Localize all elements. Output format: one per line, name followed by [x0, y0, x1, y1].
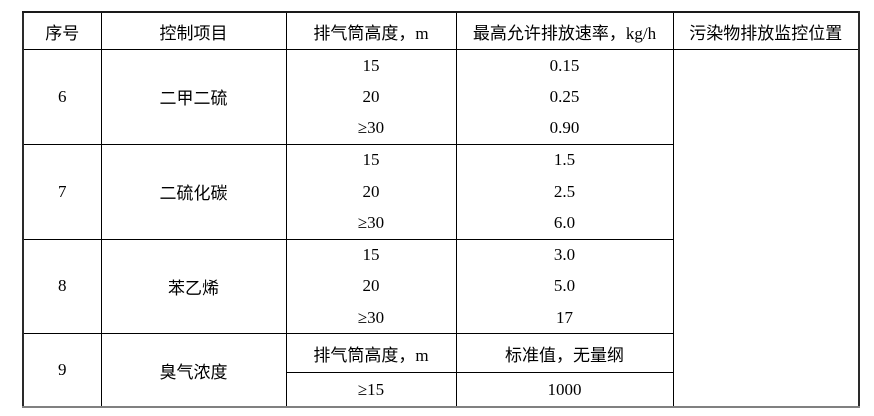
cell-item-6: 二甲二硫: [100, 49, 287, 145]
table-row: ≥30 17: [23, 302, 859, 334]
cell-rate: 1000: [455, 372, 674, 407]
cell-height: ≥15: [285, 372, 457, 407]
cell-serial-8: 8: [22, 238, 102, 334]
cell-height: 15: [285, 143, 457, 176]
cell-serial-7: 7: [22, 143, 102, 240]
cell-height: 20: [285, 270, 457, 303]
cell-rate: 5.0: [455, 270, 674, 303]
header-row: 序号 控制项目 排气筒高度，m 最高允许排放速率，kg/h 污染物排放监控位置: [22, 12, 860, 50]
cell-rate: 3.0: [455, 238, 674, 271]
header-serial-number: 序号: [22, 12, 102, 50]
table-row: 20 2.5: [23, 175, 859, 208]
cell-height: ≥30: [285, 207, 457, 240]
cell-height: ≥30: [285, 112, 457, 145]
cell-rate: 2.5: [455, 175, 674, 208]
header-stack-height: 排气筒高度，m: [285, 12, 457, 50]
cell-rate: 6.0: [455, 207, 674, 240]
cell-serial-9: 9: [22, 333, 102, 407]
cell-monitoring-position: [672, 48, 860, 407]
table-row: 20 0.25: [23, 81, 859, 113]
cell-height: 15: [285, 238, 457, 271]
cell-rate: 17: [455, 302, 674, 334]
table-row: ≥30 6.0: [23, 207, 859, 240]
cell-height: ≥30: [285, 302, 457, 334]
table-row: 6 二甲二硫 15 0.15: [22, 48, 860, 407]
cell-item-8: 苯乙烯: [100, 238, 287, 334]
table-row: 9 臭气浓度 排气筒高度，m 标准值，无量纲: [22, 333, 859, 407]
header-max-emission-rate: 最高允许排放速率，kg/h: [455, 12, 674, 50]
table-row: 8 苯乙烯 15 3.0: [22, 238, 859, 334]
table-row: ≥15 1000: [23, 372, 859, 407]
cell-rate: 0.25: [455, 81, 674, 113]
cell-rate: 1.5: [455, 143, 674, 176]
cell-rate: 0.15: [455, 49, 674, 82]
table-row: ≥30 0.90: [23, 112, 859, 145]
emission-limits-table: 序号 控制项目 排气筒高度，m 最高允许排放速率，kg/h 污染物排放监控位置 …: [22, 11, 860, 408]
cell-height: 20: [285, 81, 457, 113]
cell-height: 20: [285, 175, 457, 208]
cell-rate-label: 标准值，无量纲: [455, 333, 674, 373]
cell-item-7: 二硫化碳: [100, 143, 287, 240]
table-row: 20 5.0: [23, 270, 859, 303]
cell-height-label: 排气筒高度，m: [285, 333, 457, 373]
cell-height: 15: [285, 49, 457, 82]
cell-rate: 0.90: [455, 112, 674, 145]
cell-serial-6: 6: [22, 49, 102, 145]
cell-item-9: 臭气浓度: [100, 333, 287, 407]
header-control-item: 控制项目: [100, 12, 287, 50]
table-row: 7 二硫化碳 15 1.5: [22, 143, 859, 240]
header-monitoring-position: 污染物排放监控位置: [672, 12, 860, 50]
